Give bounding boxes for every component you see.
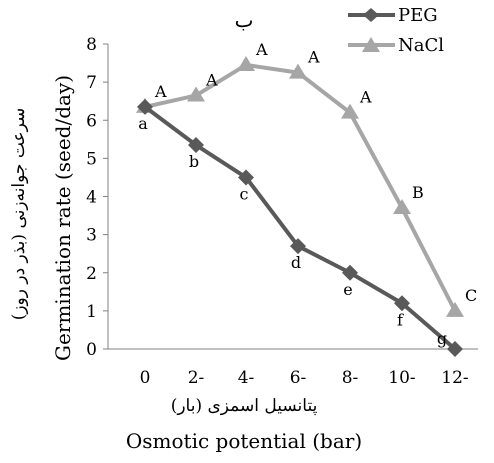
peg-data-label: f [397,310,404,329]
y-tick-label: 7 [86,73,97,93]
x-axis-label-fa: پتانسیل اسمزی (بار) [171,396,318,416]
nacl-data-label: A [359,88,372,107]
y-tick-label: 0 [86,340,97,360]
y-tick-label: 8 [86,35,97,55]
x-tick-label: 8- [342,368,359,388]
y-tick-label: 6 [86,111,97,131]
nacl-point [237,56,255,71]
nacl-data-label: C [465,286,477,305]
x-axis-ticks: 0 2- 4- 6- 8- 10- 12- [140,368,469,388]
y-tick-label: 1 [86,302,97,322]
legend-marker-peg [363,8,379,22]
nacl-data-label: A [154,82,167,101]
x-tick-label: 12- [441,368,468,388]
nacl-series-line [145,65,455,311]
x-tick-label: 10- [388,368,415,388]
y-tick-label: 5 [86,149,97,169]
data-series [136,56,464,357]
y-axis-ticks: 0 1 2 3 4 5 6 7 8 [86,35,108,360]
x-tick-label: 6- [290,368,307,388]
legend-label-nacl: NaCl [398,35,444,56]
nacl-point [187,86,205,101]
x-axis-label: Osmotic potential (bar) [126,429,362,453]
data-labels: A A A A A B Ca b c d e f g [138,40,477,348]
peg-data-label: c [240,184,249,203]
y-tick-label: 2 [86,264,97,284]
peg-data-label: g [437,329,447,348]
nacl-data-label: A [307,48,320,67]
y-tick-label: 3 [86,226,97,246]
y-axis-label: Germination rate (seed/day) [51,75,75,361]
chart-title: ب [235,8,254,32]
legend-label-peg: PEG [398,5,438,26]
nacl-point [446,302,464,317]
peg-data-label: a [138,114,148,133]
peg-data-label: b [189,152,199,171]
x-tick-label: 4- [238,368,255,388]
nacl-data-label: A [205,70,218,89]
legend: PEG NaCl [348,5,444,56]
y-axis-label-fa: سرعت جوانه‌زنی (بذر در روز) [9,108,29,321]
x-tick-label: 0 [140,368,151,388]
x-tick-label: 2- [188,368,205,388]
nacl-data-label: B [412,183,424,202]
nacl-data-label: A [255,40,268,59]
nacl-point [393,199,411,214]
peg-data-label: d [291,253,301,272]
peg-data-label: e [343,280,352,299]
y-tick-label: 4 [86,188,97,208]
